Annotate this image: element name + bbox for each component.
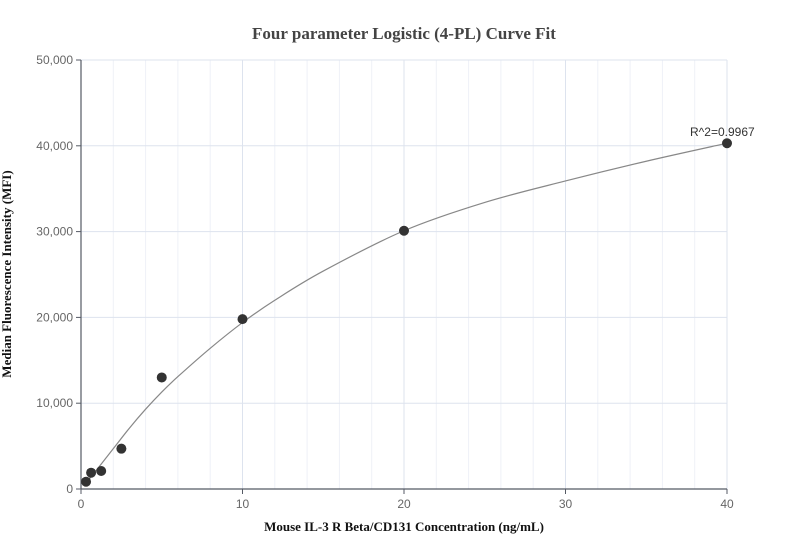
chart-title: Four parameter Logistic (4-PL) Curve Fit <box>252 24 556 43</box>
fit-curve <box>85 142 728 484</box>
data-points <box>81 138 732 487</box>
x-tick-label: 20 <box>397 497 411 511</box>
data-point <box>81 476 92 487</box>
data-point <box>156 372 167 383</box>
gridlines <box>80 59 728 490</box>
y-tick-label: 10,000 <box>36 396 73 410</box>
annotations: R^2=0.9967 <box>690 125 755 139</box>
tick-labels: 0 10,000 20,000 30,000 40,000 50,000 0 10 20 30 40 <box>36 53 734 511</box>
r-squared-annotation: R^2=0.9967 <box>690 125 755 139</box>
x-tick-label: 30 <box>559 497 573 511</box>
data-point <box>116 443 127 454</box>
data-point <box>96 465 107 476</box>
axes <box>76 59 728 494</box>
x-axis-title: Mouse IL-3 R Beta/CD131 Concentration (n… <box>264 519 544 534</box>
x-tick-label: 40 <box>720 497 734 511</box>
y-tick-label: 30,000 <box>36 225 73 239</box>
data-point <box>86 467 97 478</box>
y-axis-title: Median Fluorescence Intensity (MFI) <box>0 170 14 377</box>
y-tick-label: 50,000 <box>36 53 73 67</box>
y-tick-label: 20,000 <box>36 310 73 324</box>
x-tick-label: 0 <box>78 497 85 511</box>
data-point <box>237 314 248 325</box>
y-tick-label: 0 <box>66 482 73 496</box>
data-point <box>722 138 732 149</box>
x-tick-label: 10 <box>236 497 250 511</box>
data-point <box>399 225 409 236</box>
y-tick-label: 40,000 <box>36 139 73 153</box>
